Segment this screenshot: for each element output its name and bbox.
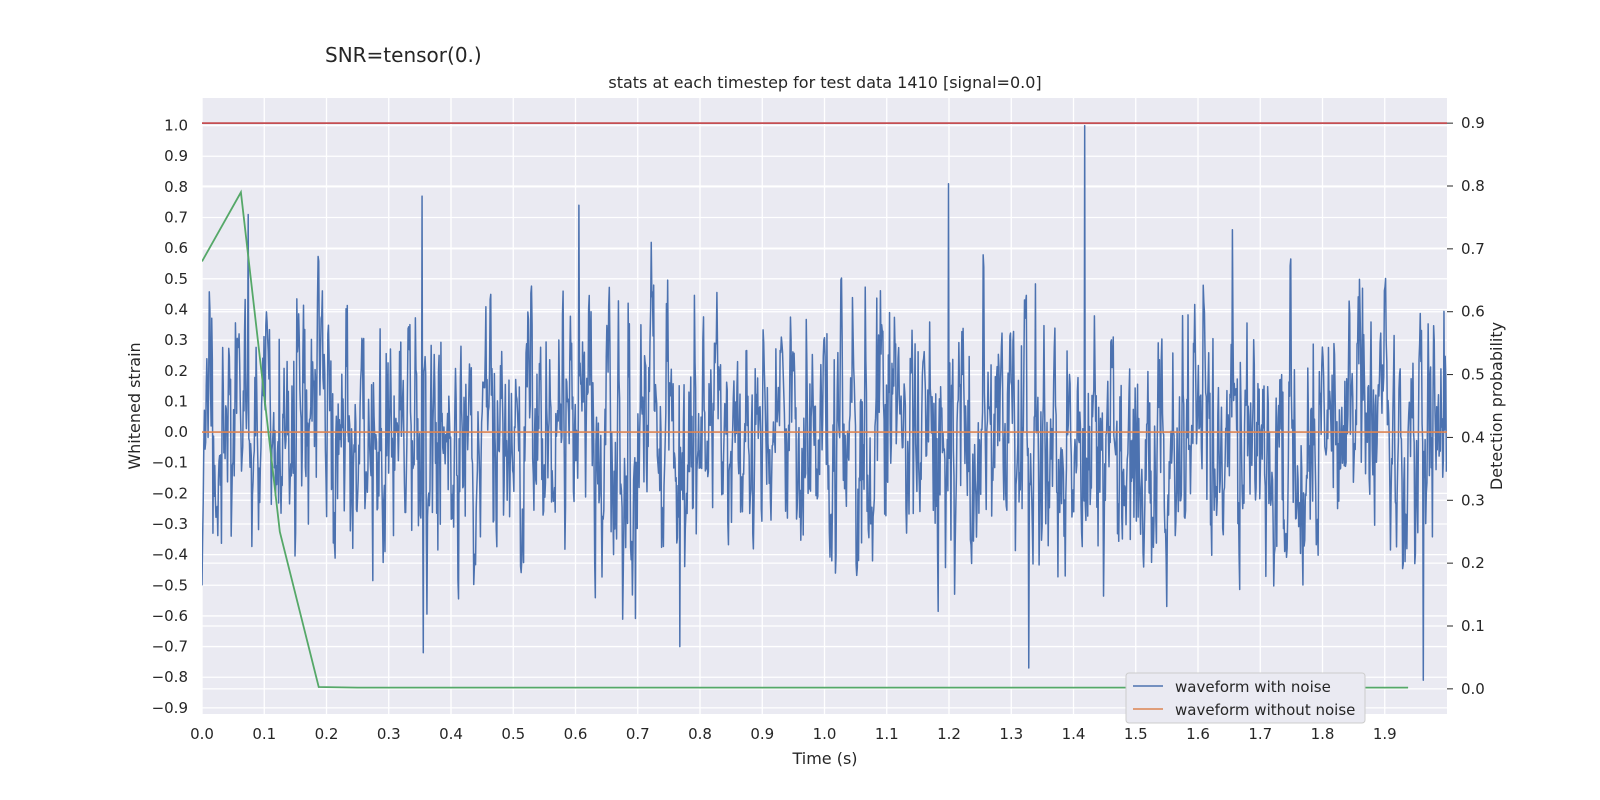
y-right-tick-label: 0.1 <box>1461 617 1485 635</box>
y-tick-label: −0.5 <box>152 576 188 594</box>
x-axis-label: Time (s) <box>791 749 857 768</box>
x-tick-label: 1.6 <box>1186 725 1210 743</box>
x-tick-label: 0.2 <box>315 725 339 743</box>
x-tick-label: 1.4 <box>1062 725 1086 743</box>
y-tick-label: 0.6 <box>164 239 188 257</box>
y-tick-label: 1.0 <box>164 117 188 135</box>
y-right-tick-label: 0.2 <box>1461 554 1485 572</box>
legend: waveform with noise waveform without noi… <box>1125 672 1366 724</box>
series-layer <box>202 122 1447 689</box>
y-tick-label: −0.1 <box>152 454 188 472</box>
chart-suptitle: SNR=tensor(0.) <box>325 43 482 67</box>
y-tick-label: 0.0 <box>164 423 188 441</box>
series-waveform-with-noise <box>202 124 1447 682</box>
y-right-tick-label: 0.9 <box>1461 114 1485 132</box>
x-tick-label: 1.2 <box>937 725 961 743</box>
y-tick-label: −0.8 <box>152 668 188 686</box>
y-tick-label: −0.6 <box>152 607 188 625</box>
y-right-tick-label: 0.4 <box>1461 428 1485 446</box>
x-tick-label: 1.7 <box>1248 725 1272 743</box>
y-right-axis-ticks: 0.9 0.8 0.7 0.6 0.5 0.4 0.3 0.2 0.1 0.0 <box>1447 114 1485 698</box>
y-tick-label: −0.7 <box>152 638 188 656</box>
x-tick-label: 0.1 <box>252 725 276 743</box>
y-right-axis-label: Detection probability <box>1487 322 1506 490</box>
y-tick-label: −0.9 <box>152 699 188 717</box>
x-tick-label: 0.7 <box>626 725 650 743</box>
series-detection-probability <box>202 189 1409 689</box>
x-tick-label: 0.5 <box>501 725 525 743</box>
y-tick-label: 0.2 <box>164 362 188 380</box>
x-tick-label: 0.3 <box>377 725 401 743</box>
y-right-tick-label: 0.7 <box>1461 240 1485 258</box>
y-right-tick-label: 0.0 <box>1461 680 1485 698</box>
y-right-tick-label: 0.8 <box>1461 177 1485 195</box>
x-axis-ticks: 0.0 0.1 0.2 0.3 0.4 0.5 0.6 0.7 0.8 0.9 1.0 1.1 1.2 1… <box>190 725 1397 743</box>
x-tick-label: 1.3 <box>999 725 1023 743</box>
y-axis-label: Whitened strain <box>125 342 144 469</box>
y-tick-label: 0.7 <box>164 209 188 227</box>
y-tick-label: 0.8 <box>164 178 188 196</box>
y-tick-label: −0.3 <box>152 515 188 533</box>
chart-title: stats at each timestep for test data 141… <box>608 73 1041 92</box>
y-tick-label: −0.2 <box>152 484 188 502</box>
legend-label-noise: waveform with noise <box>1175 678 1331 696</box>
x-tick-label: 0.6 <box>564 725 588 743</box>
y-tick-label: 0.3 <box>164 331 188 349</box>
x-tick-label: 0.8 <box>688 725 712 743</box>
x-tick-label: 0.0 <box>190 725 214 743</box>
y-right-tick-label: 0.6 <box>1461 303 1485 321</box>
y-tick-label: 0.4 <box>164 300 188 318</box>
y-tick-label: 0.5 <box>164 270 188 288</box>
x-tick-label: 1.9 <box>1373 725 1397 743</box>
x-tick-label: 1.1 <box>875 725 899 743</box>
x-tick-label: 0.9 <box>750 725 774 743</box>
y-right-tick-label: 0.3 <box>1461 491 1485 509</box>
x-tick-label: 1.5 <box>1124 725 1148 743</box>
legend-box <box>1125 672 1366 724</box>
y-right-tick-label: 0.5 <box>1461 366 1485 384</box>
y-axis-ticks: 1.0 0.9 0.8 0.7 0.6 0.5 0.4 0.3 0.2 0.1 0.0 −0.1 −0.… <box>152 117 188 717</box>
x-tick-label: 1.8 <box>1311 725 1335 743</box>
y-tick-label: 0.9 <box>164 147 188 165</box>
y-tick-label: −0.4 <box>152 546 188 564</box>
x-tick-label: 0.4 <box>439 725 463 743</box>
legend-label-clean: waveform without noise <box>1175 701 1355 719</box>
y-tick-label: 0.1 <box>164 392 188 410</box>
x-tick-label: 1.0 <box>813 725 837 743</box>
